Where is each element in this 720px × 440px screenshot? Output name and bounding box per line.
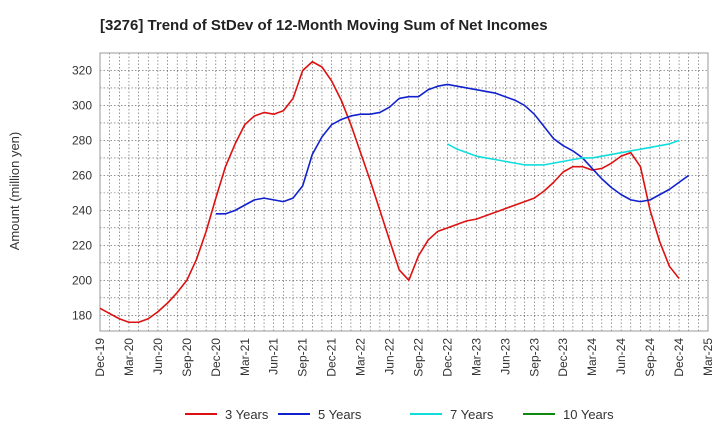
series-lines [99,60,690,324]
x-tick-label: Sep-23 [527,338,541,377]
y-tick-label: 240 [72,203,92,217]
series-line-1 [99,60,680,324]
y-axis-label: Amount (million yen) [7,132,22,251]
x-tick-label: Jun-24 [614,338,628,375]
x-tick-label: Jun-22 [383,338,397,375]
y-tick-label: 300 [72,98,92,112]
chart-title: [3276] Trend of StDev of 12-Month Moving… [100,17,548,34]
legend: 3 Years 5 Years 7 Years 10 Years [185,407,614,422]
x-tick-label: Jun-20 [151,338,165,375]
x-tick-label: Sep-20 [180,338,194,377]
x-tick-label: Dec-24 [672,338,686,377]
x-tick-label: Dec-20 [209,338,223,377]
x-tick-label: Dec-19 [93,338,107,377]
x-tick-label: Sep-21 [296,338,310,377]
legend-label-4: 10 Years [563,407,614,422]
series-line-2 [215,83,690,215]
y-tick-label: 180 [72,308,92,322]
x-tick-label: Mar-24 [585,338,599,376]
y-tick-label: 220 [72,238,92,252]
y-tick-label: 260 [72,168,92,182]
plot-area [99,52,709,332]
x-tick-label: Mar-22 [354,338,368,376]
x-tick-label: Sep-24 [643,338,657,377]
x-tick-label: Mar-25 [701,338,715,376]
x-tick-label: Dec-21 [325,338,339,377]
x-tick-label: Mar-20 [122,338,136,376]
x-tick-label: Mar-21 [238,338,252,376]
x-tick-label: Dec-23 [556,338,570,377]
legend-label-2: 5 Years [318,407,362,422]
x-tick-label: Jun-23 [498,338,512,375]
x-tick-label: Mar-23 [469,338,483,376]
x-tick-label: Sep-22 [411,338,425,377]
series-line-3 [447,139,680,166]
y-axis-ticks: 180 200 220 240 260 280 300 320 [72,63,92,322]
x-tick-label: Dec-22 [440,338,454,377]
y-tick-label: 200 [72,273,92,287]
legend-label-1: 3 Years [225,407,269,422]
y-tick-label: 320 [72,63,92,77]
y-tick-label: 280 [72,133,92,147]
legend-label-3: 7 Years [450,407,494,422]
x-axis-ticks: Dec-19 Mar-20 Jun-20 Sep-20 Dec-20 Mar-21 Jun-… [93,338,715,377]
x-tick-label: Jun-21 [267,338,281,375]
